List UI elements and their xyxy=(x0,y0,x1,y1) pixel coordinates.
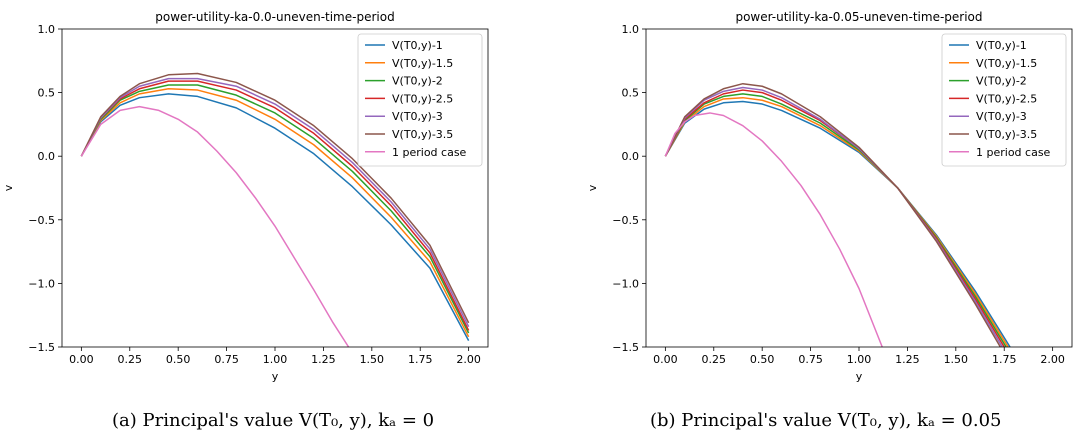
y-tick-label: 1.0 xyxy=(38,23,56,36)
y-tick-label: 0.5 xyxy=(38,87,56,100)
x-tick-label: 0.50 xyxy=(750,353,775,366)
x-tick-label: 1.00 xyxy=(263,353,288,366)
series-line-0 xyxy=(80,93,470,341)
x-tick-label: 1.25 xyxy=(311,353,336,366)
caption-a: (a) Principal's value V(T₀, y), kₐ = 0 xyxy=(112,410,435,431)
legend-entry: V(T0,y)-1 xyxy=(392,39,443,52)
legend: V(T0,y)-1 V(T0,y)-1.5 V(T0,y)-2 V(T0,y)-2.5… xyxy=(941,33,1067,167)
chart-title: power-utility-ka-0.0-uneven-time-period xyxy=(155,10,394,24)
series-line-5 xyxy=(80,72,470,324)
y-tick-label: −1.5 xyxy=(612,341,639,354)
y-tick-label: −1.0 xyxy=(612,277,639,290)
x-tick-label: 1.00 xyxy=(847,353,872,366)
legend-box xyxy=(941,33,1067,167)
series-line-6 xyxy=(664,112,883,347)
x-tick-label: 1.75 xyxy=(992,353,1017,366)
series-line-2 xyxy=(664,93,1007,347)
x-tick-label: 0.00 xyxy=(69,353,94,366)
y-tick-label: 0.5 xyxy=(622,87,640,100)
series-group xyxy=(664,82,1011,347)
legend-entry: V(T0,y)-3.5 xyxy=(392,128,453,141)
legend-entry: V(T0,y)-1.5 xyxy=(976,57,1037,70)
series-line-4 xyxy=(80,77,470,327)
y-tick-label: −1.0 xyxy=(28,277,55,290)
x-tick-label: 0.25 xyxy=(702,353,727,366)
chart-panel-b: 0.00 0.25 0.50 0.75 1.00 1.25 1.50 1.75 2.00 1.0 0… xyxy=(586,10,1073,383)
x-tick-label: 2.00 xyxy=(1040,353,1065,366)
y-tick-label: 1.0 xyxy=(622,23,640,36)
legend-entry: V(T0,y)-3.5 xyxy=(976,128,1037,141)
x-tick-label: 1.25 xyxy=(895,353,920,366)
x-tick-label: 2.00 xyxy=(456,353,481,366)
y-tick-label: −0.5 xyxy=(28,214,55,227)
legend-entry: 1 period case xyxy=(976,146,1051,159)
legend-entry: V(T0,y)-3 xyxy=(976,110,1027,123)
y-axis-label: v xyxy=(2,184,15,191)
series-line-5 xyxy=(664,82,1001,347)
legend-entry: V(T0,y)-2 xyxy=(976,75,1027,88)
y-axis-label: v xyxy=(586,184,599,191)
legend-entry: V(T0,y)-1.5 xyxy=(392,57,453,70)
series-line-6 xyxy=(80,105,350,347)
legend-entry: V(T0,y)-1 xyxy=(976,39,1027,52)
y-tick-label: −1.5 xyxy=(28,341,55,354)
legend-entry: V(T0,y)-3 xyxy=(392,110,443,123)
legend-entry: 1 period case xyxy=(392,146,467,159)
caption-b: (b) Principal's value V(T₀, y), kₐ = 0.0… xyxy=(650,410,1002,431)
x-tick-label: 0.00 xyxy=(653,353,678,366)
x-tick-label: 0.75 xyxy=(798,353,823,366)
y-tick-label: 0.0 xyxy=(38,150,56,163)
series-line-1 xyxy=(664,96,1009,347)
series-line-3 xyxy=(80,80,470,331)
series-line-1 xyxy=(80,88,470,338)
x-tick-label: 0.25 xyxy=(118,353,143,366)
series-line-3 xyxy=(664,89,1005,347)
series-group xyxy=(80,72,470,347)
x-tick-label: 1.50 xyxy=(360,353,385,366)
y-tick-label: −0.5 xyxy=(612,214,639,227)
legend-box xyxy=(357,33,483,167)
x-tick-label: 0.75 xyxy=(214,353,239,366)
series-line-2 xyxy=(80,84,470,334)
chart-panel-a: 0.00 0.25 0.50 0.75 1.00 1.25 1.50 1.75 2.00 1.0 0… xyxy=(2,10,489,383)
chart-title: power-utility-ka-0.05-uneven-time-period xyxy=(735,10,982,24)
x-tick-label: 1.50 xyxy=(944,353,969,366)
x-axis-label: y xyxy=(272,370,279,383)
legend-entry: V(T0,y)-2.5 xyxy=(392,92,453,105)
legend: V(T0,y)-1 V(T0,y)-1.5 V(T0,y)-2 V(T0,y)-2.5… xyxy=(357,33,483,167)
legend-entry: V(T0,y)-2 xyxy=(392,75,443,88)
x-tick-label: 0.50 xyxy=(166,353,191,366)
legend-entry: V(T0,y)-2.5 xyxy=(976,92,1037,105)
x-tick-label: 1.75 xyxy=(408,353,433,366)
series-line-0 xyxy=(664,100,1011,347)
y-tick-label: 0.0 xyxy=(622,150,640,163)
x-axis-label: y xyxy=(856,370,863,383)
